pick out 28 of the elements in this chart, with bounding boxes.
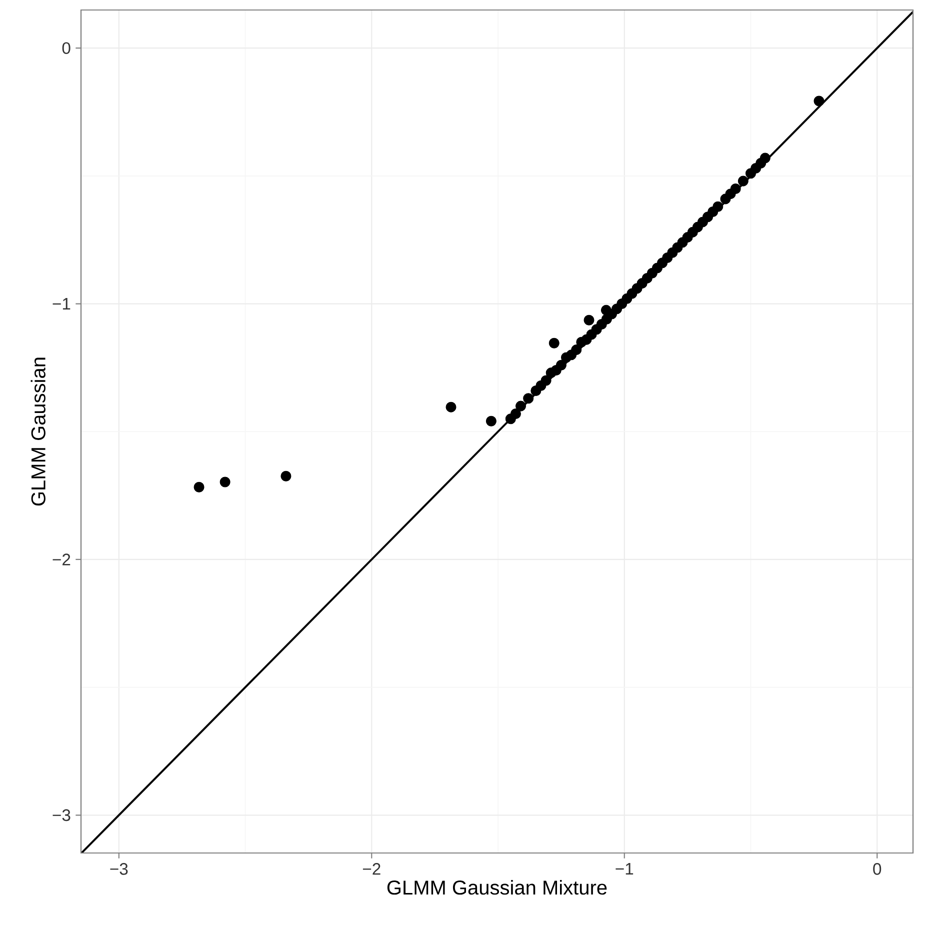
y-tick-label: −1 bbox=[52, 298, 70, 310]
point bbox=[548, 338, 560, 348]
x-axis-title: GLMM Gaussian Mixture bbox=[387, 880, 607, 895]
point bbox=[760, 152, 770, 164]
y-axis-title: GLMM Gaussian bbox=[30, 358, 46, 506]
point bbox=[515, 400, 526, 412]
x-tick-label: 0 bbox=[873, 863, 882, 875]
point bbox=[556, 360, 566, 370]
point bbox=[571, 344, 582, 356]
x-tick-label: −2 bbox=[362, 863, 380, 875]
point bbox=[738, 176, 748, 186]
point bbox=[712, 201, 724, 212]
point bbox=[280, 470, 292, 482]
point bbox=[446, 402, 456, 412]
y-tick-label: 0 bbox=[62, 42, 70, 54]
point bbox=[486, 416, 496, 426]
point bbox=[510, 408, 521, 419]
point bbox=[220, 476, 230, 488]
point bbox=[730, 183, 741, 194]
y-tick-label: −3 bbox=[52, 809, 70, 822]
point bbox=[523, 393, 534, 404]
point bbox=[540, 375, 552, 386]
point bbox=[814, 96, 824, 106]
point bbox=[194, 482, 204, 492]
x-tick-label: −1 bbox=[616, 863, 634, 875]
y-tick-label: −2 bbox=[52, 554, 70, 566]
point bbox=[584, 314, 594, 326]
x-tick-label: −3 bbox=[110, 863, 128, 875]
